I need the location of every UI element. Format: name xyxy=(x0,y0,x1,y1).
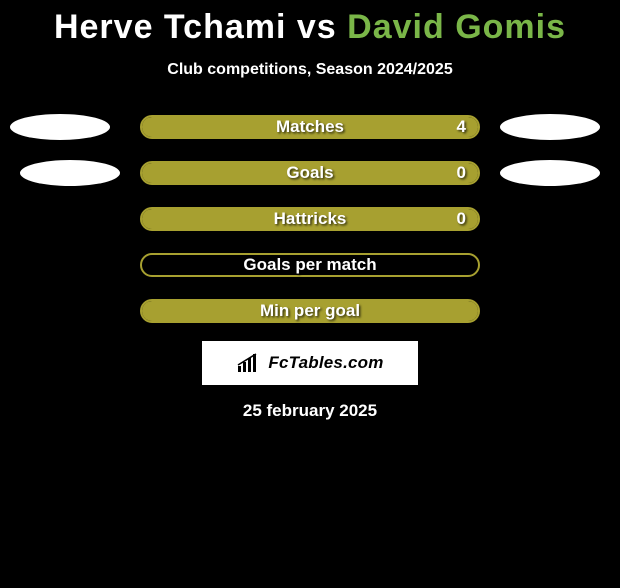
stat-label: Hattricks xyxy=(274,209,347,229)
stat-value: 0 xyxy=(457,163,466,183)
stat-pill: Matches 4 xyxy=(140,115,480,139)
stat-row: Matches 4 xyxy=(0,115,620,139)
stat-label: Goals per match xyxy=(243,255,376,275)
left-ellipse xyxy=(10,114,110,140)
stat-pill: Hattricks 0 xyxy=(140,207,480,231)
stat-row: Hattricks 0 xyxy=(0,207,620,231)
stat-value: 4 xyxy=(457,117,466,137)
stat-pill: Min per goal xyxy=(140,299,480,323)
stat-pill: Goals per match xyxy=(140,253,480,277)
stat-row: Goals 0 xyxy=(0,161,620,185)
vs-text: vs xyxy=(297,8,337,46)
left-ellipse xyxy=(20,160,120,186)
stat-pill: Goals 0 xyxy=(140,161,480,185)
subtitle: Club competitions, Season 2024/2025 xyxy=(0,61,620,79)
player2-name: David Gomis xyxy=(347,8,566,46)
right-ellipse xyxy=(500,114,600,140)
stats-container: Matches 4 Goals 0 Hattricks 0 Goals per match M… xyxy=(0,115,620,323)
stat-row: Goals per match xyxy=(0,253,620,277)
right-ellipse xyxy=(500,160,600,186)
stat-label: Min per goal xyxy=(260,301,360,321)
chart-bars-icon xyxy=(236,352,262,374)
badge-text: FcTables.com xyxy=(268,353,383,373)
date-text: 25 february 2025 xyxy=(0,401,620,421)
fctables-badge: FcTables.com xyxy=(202,341,418,385)
stat-value: 0 xyxy=(457,209,466,229)
page-title: Herve Tchami vs David Gomis xyxy=(0,8,620,47)
stat-row: Min per goal xyxy=(0,299,620,323)
stat-label: Goals xyxy=(286,163,333,183)
stat-label: Matches xyxy=(276,117,344,137)
player1-name: Herve Tchami xyxy=(54,8,286,46)
